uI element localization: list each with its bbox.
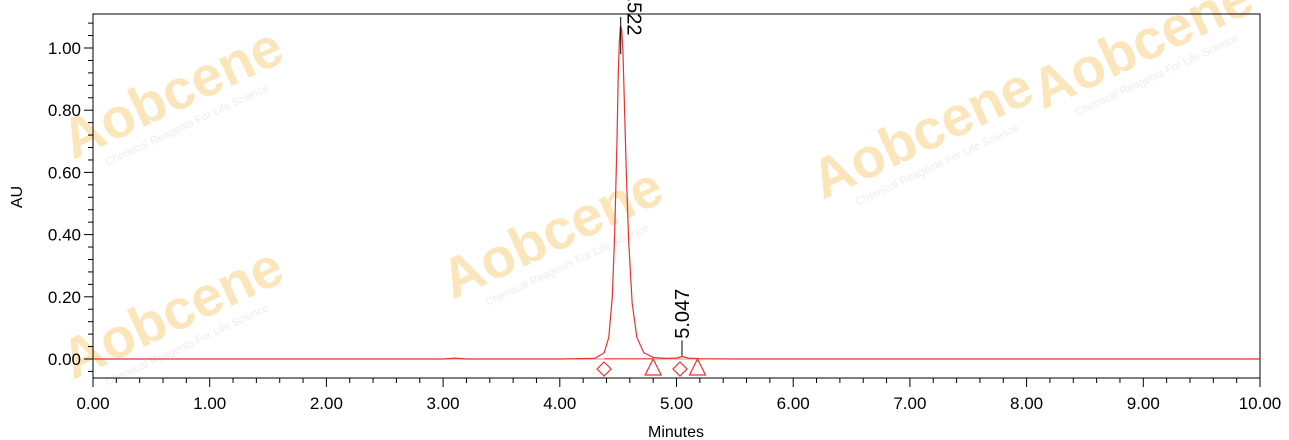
peak-annotation: 5.047 xyxy=(672,289,694,356)
y-tick-label: 0.00 xyxy=(48,350,81,369)
peak-label: 4.522 xyxy=(623,0,645,36)
y-tick-label: 0.80 xyxy=(48,101,81,120)
watermark-brand: Aobcene xyxy=(1021,0,1262,121)
y-axis: 0.00 0.20 0.40 0.60 0.80 1.00 xyxy=(48,22,93,372)
x-tick-label: 10.00 xyxy=(1239,394,1282,413)
integration-triangle-marker xyxy=(644,357,663,376)
y-tick-label: 0.60 xyxy=(48,163,81,182)
integration-markers xyxy=(596,357,707,377)
x-tick-label: 5.00 xyxy=(660,394,693,413)
integration-diamond-marker xyxy=(672,361,688,377)
x-tick-label: 4.00 xyxy=(543,394,576,413)
x-tick-label: 6.00 xyxy=(777,394,810,413)
x-axis-title: Minutes xyxy=(648,424,704,440)
x-tick-label: 3.00 xyxy=(427,394,460,413)
x-tick-label: 9.00 xyxy=(1127,394,1160,413)
x-axis: 0.00 1.00 2.00 3.00 4.00 5.00 6.00 7.00 8.00 9.00… xyxy=(76,378,1281,413)
integration-diamond-marker xyxy=(596,361,612,377)
x-tick-label: 1.00 xyxy=(193,394,226,413)
y-axis-title: AU xyxy=(9,186,26,208)
y-tick-label: 1.00 xyxy=(48,39,81,58)
x-tick-label: 7.00 xyxy=(893,394,926,413)
x-tick-label: 0.00 xyxy=(76,394,109,413)
x-tick-label: 8.00 xyxy=(1010,394,1043,413)
y-tick-label: 0.20 xyxy=(48,288,81,307)
peak-label: 5.047 xyxy=(672,289,694,339)
x-tick-label: 2.00 xyxy=(310,394,343,413)
peak-labels: 4.522 5.047 xyxy=(620,0,694,356)
y-tick-label: 0.40 xyxy=(48,226,81,245)
peak-annotation: 4.522 xyxy=(620,0,645,55)
integration-triangle-marker xyxy=(688,357,707,376)
